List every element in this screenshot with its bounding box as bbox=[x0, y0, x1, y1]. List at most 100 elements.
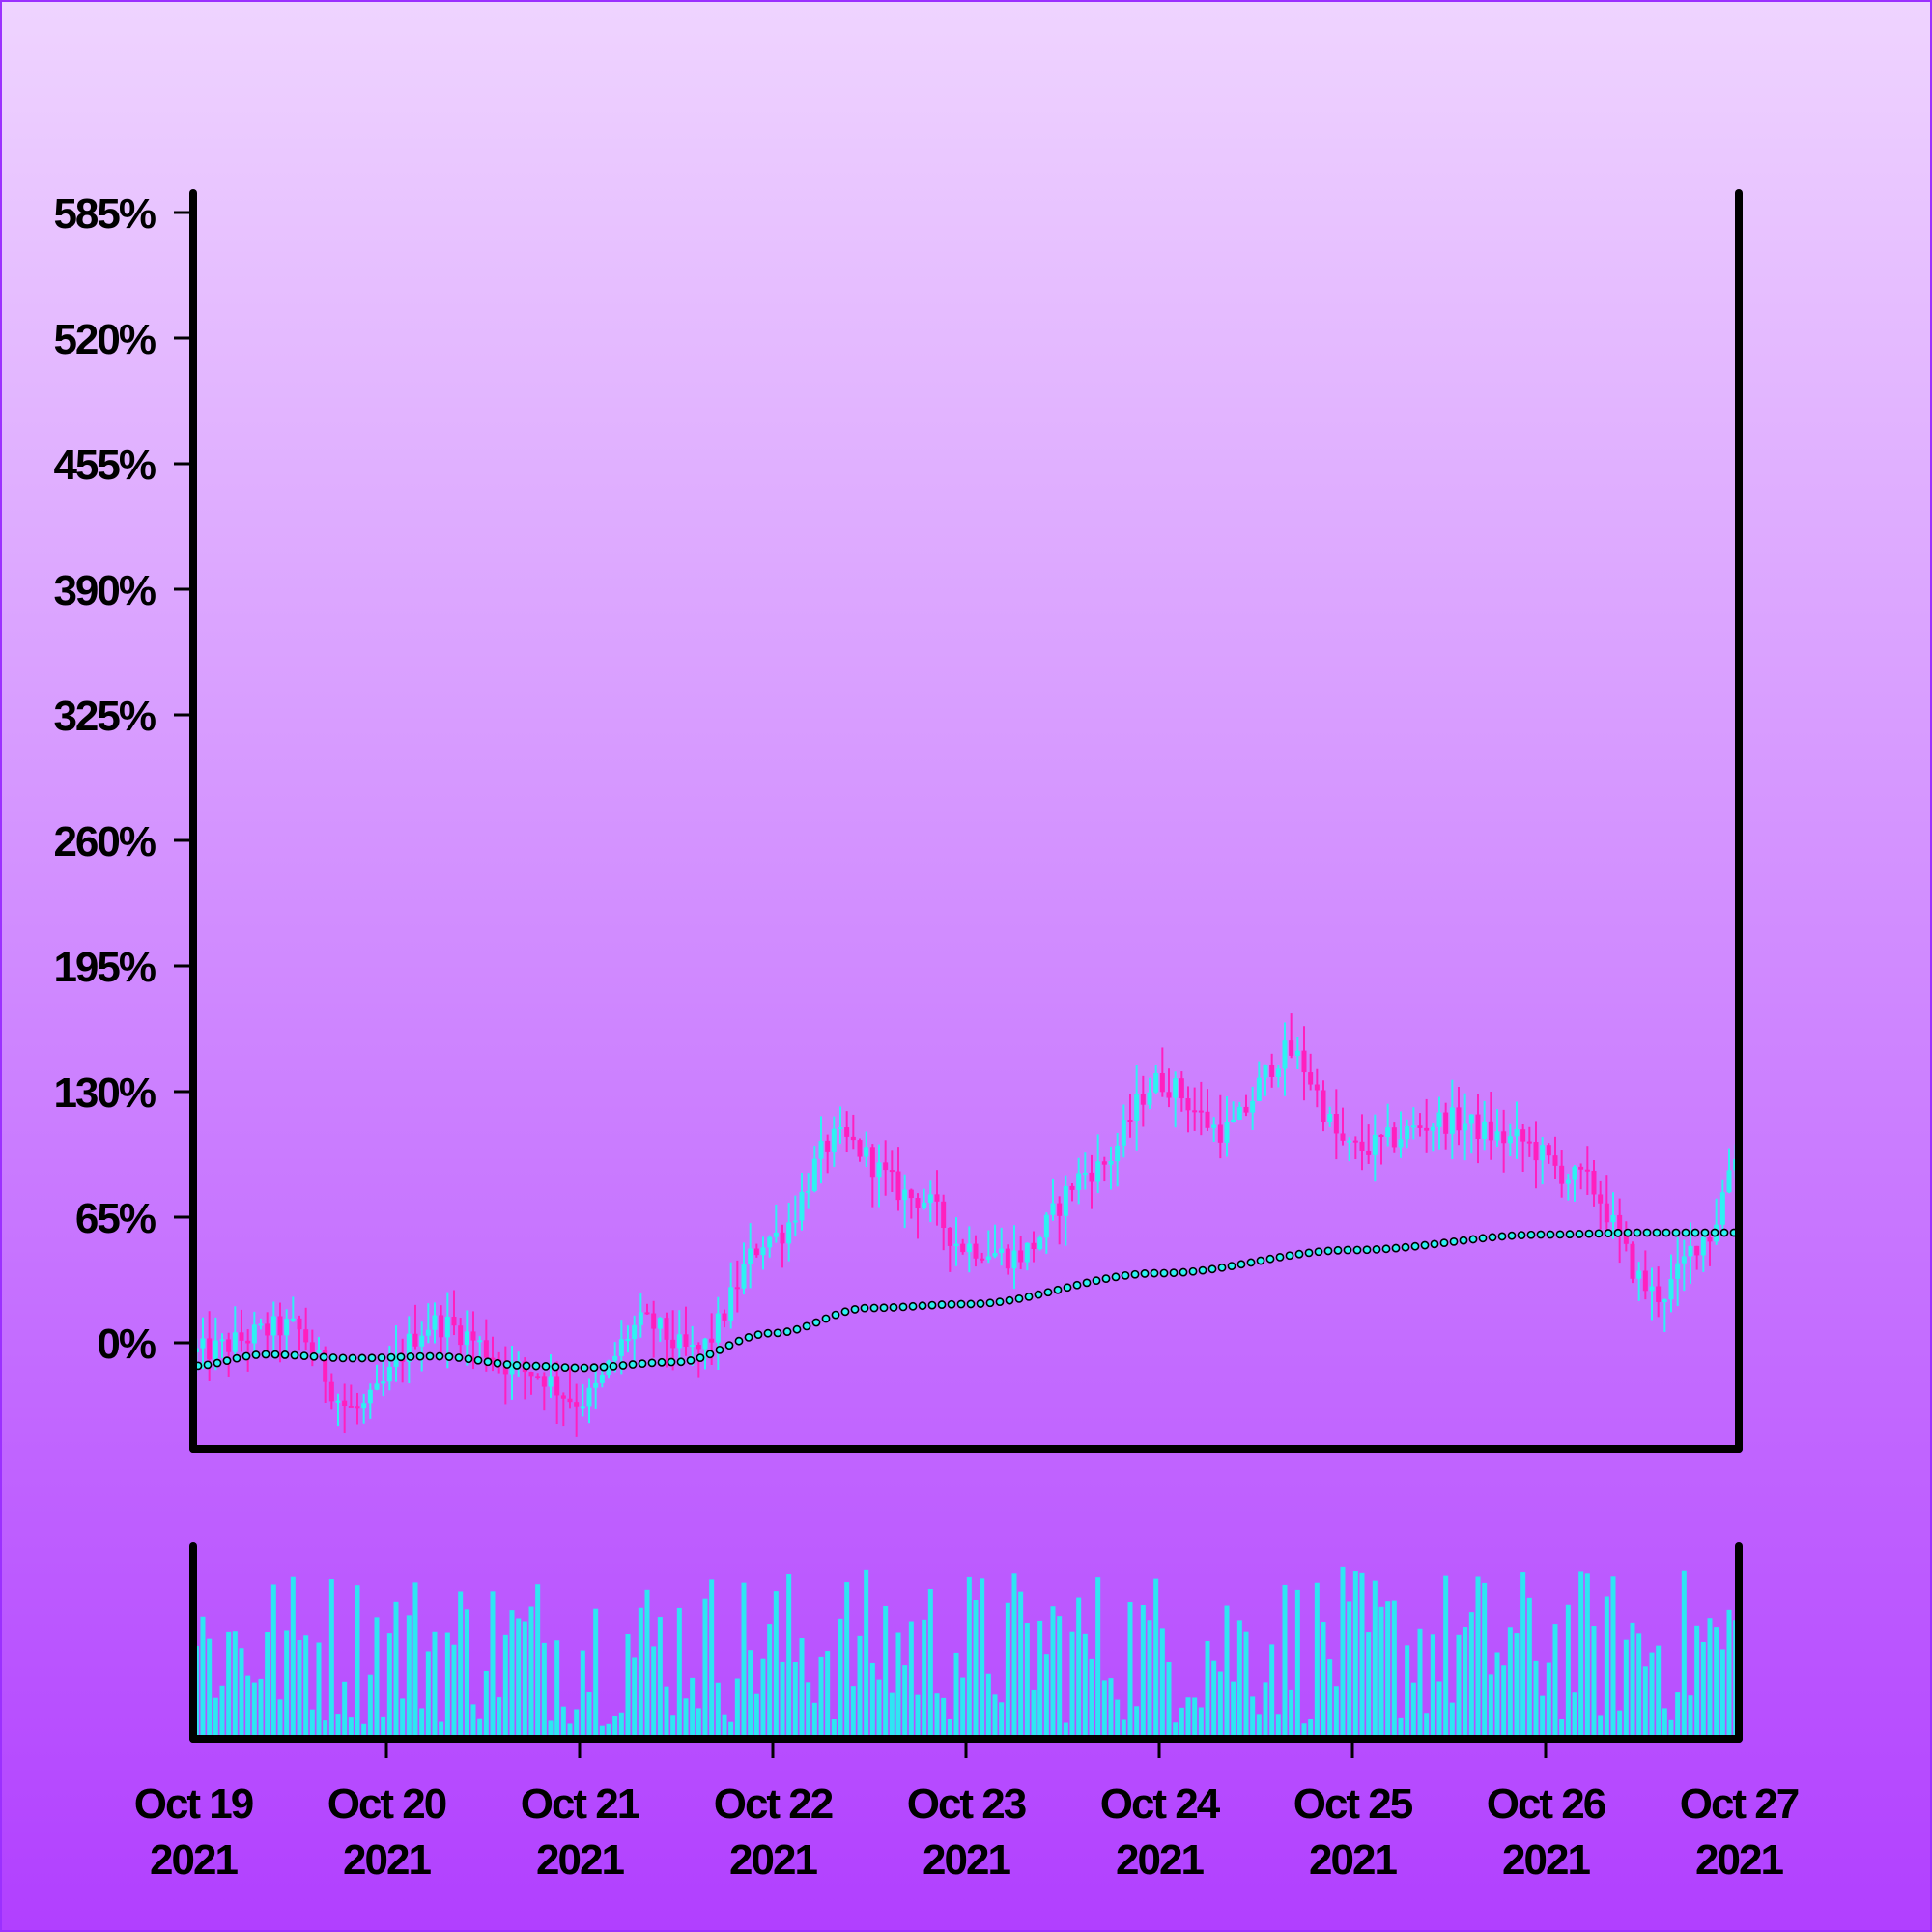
moving-average-marker bbox=[493, 1358, 502, 1368]
volume-bar bbox=[915, 1694, 921, 1735]
candle bbox=[1443, 1102, 1449, 1150]
x-tick-label-date: Oct 25 bbox=[1293, 1780, 1413, 1828]
x-tick-label-year: 2021 bbox=[343, 1836, 431, 1884]
candle-body bbox=[1134, 1094, 1140, 1121]
candle-body bbox=[811, 1158, 817, 1191]
moving-average-marker bbox=[1092, 1276, 1101, 1286]
candle bbox=[541, 1372, 547, 1411]
volume-bar bbox=[947, 1719, 952, 1735]
volume-bar bbox=[497, 1697, 502, 1735]
candle bbox=[1185, 1086, 1191, 1133]
candle-body bbox=[1533, 1142, 1539, 1161]
candle-body bbox=[374, 1383, 380, 1390]
candle-body bbox=[1031, 1242, 1037, 1250]
volume-bar bbox=[1694, 1625, 1700, 1735]
volume-bar bbox=[548, 1720, 554, 1735]
candle-body bbox=[1707, 1236, 1713, 1242]
candle bbox=[1179, 1071, 1184, 1112]
moving-average-marker bbox=[1053, 1285, 1063, 1294]
moving-average-marker bbox=[1121, 1270, 1130, 1280]
moving-average-marker bbox=[618, 1361, 628, 1370]
candle-body bbox=[1604, 1203, 1609, 1223]
candle-body bbox=[213, 1340, 218, 1360]
candle bbox=[265, 1312, 270, 1351]
volume-bar bbox=[876, 1679, 882, 1735]
candle bbox=[297, 1315, 302, 1351]
candle bbox=[1050, 1178, 1056, 1221]
x-tick-label-year: 2021 bbox=[729, 1836, 817, 1884]
candle-body bbox=[432, 1315, 438, 1330]
volume-bar bbox=[799, 1637, 805, 1735]
volume-bar bbox=[1468, 1612, 1474, 1735]
candle-body bbox=[574, 1402, 580, 1407]
price-panel: 0% 65% 130% 195% 260% 325% 390% 455% 520% 585% bbox=[53, 189, 1743, 1453]
candle-body bbox=[618, 1339, 624, 1356]
candle bbox=[1057, 1196, 1063, 1245]
volume-bar bbox=[773, 1591, 779, 1735]
moving-average-marker bbox=[357, 1353, 367, 1363]
candle bbox=[844, 1111, 850, 1153]
candle-body bbox=[335, 1400, 341, 1403]
moving-average-marker bbox=[966, 1299, 976, 1309]
candle bbox=[1417, 1113, 1423, 1137]
candle bbox=[767, 1235, 773, 1258]
candle bbox=[328, 1373, 334, 1410]
moving-average-marker bbox=[531, 1361, 541, 1371]
candle-body bbox=[406, 1333, 412, 1362]
volume-bar bbox=[567, 1723, 573, 1735]
candle bbox=[232, 1306, 238, 1356]
volume-bar bbox=[1617, 1710, 1623, 1735]
moving-average-marker bbox=[734, 1336, 744, 1346]
volume-bar bbox=[922, 1619, 927, 1735]
candle-body bbox=[458, 1325, 464, 1346]
candle bbox=[734, 1260, 740, 1313]
candle-body bbox=[1436, 1112, 1442, 1127]
volume-bar bbox=[277, 1699, 283, 1735]
moving-average-marker bbox=[406, 1352, 415, 1361]
moving-average-marker bbox=[1662, 1228, 1671, 1237]
candle-body bbox=[1063, 1185, 1068, 1216]
volume-bar bbox=[1378, 1606, 1384, 1735]
volume-bar bbox=[786, 1574, 792, 1735]
candle bbox=[1159, 1047, 1165, 1097]
y-tick-label: 455% bbox=[53, 441, 155, 489]
moving-average-marker bbox=[609, 1361, 618, 1371]
candle-body bbox=[1468, 1114, 1474, 1124]
candle bbox=[245, 1329, 251, 1372]
volume-bar bbox=[850, 1686, 856, 1735]
candle-body bbox=[1430, 1126, 1435, 1131]
volume-bar bbox=[258, 1678, 264, 1735]
moving-average-marker bbox=[1198, 1265, 1208, 1275]
candle-body bbox=[722, 1313, 727, 1321]
moving-average-marker bbox=[251, 1350, 261, 1359]
volume-bar bbox=[966, 1576, 972, 1735]
candle-body bbox=[509, 1361, 515, 1375]
candle bbox=[1424, 1098, 1430, 1153]
moving-average-marker bbox=[309, 1351, 319, 1361]
candle bbox=[490, 1336, 496, 1372]
volume-bar bbox=[1301, 1723, 1307, 1735]
volume-bar bbox=[1263, 1682, 1268, 1735]
candle-body bbox=[1069, 1185, 1075, 1190]
volume-bar bbox=[618, 1712, 624, 1735]
volume-bar bbox=[1366, 1632, 1372, 1735]
candle bbox=[1173, 1071, 1179, 1128]
volume-bar bbox=[1352, 1571, 1358, 1735]
candle bbox=[1352, 1136, 1358, 1160]
candle-body bbox=[593, 1382, 599, 1388]
candle bbox=[1340, 1107, 1346, 1146]
candle-body bbox=[767, 1236, 773, 1248]
candle-body bbox=[554, 1376, 560, 1396]
candle bbox=[773, 1204, 779, 1243]
candle-body bbox=[1520, 1129, 1526, 1142]
volume-bar bbox=[386, 1633, 392, 1735]
candle-body bbox=[342, 1400, 348, 1406]
candle-body bbox=[1591, 1170, 1597, 1195]
volume-bar bbox=[1024, 1623, 1030, 1735]
candle-body bbox=[1263, 1065, 1268, 1078]
candle bbox=[632, 1315, 638, 1368]
volume-bar bbox=[864, 1569, 869, 1735]
moving-average-marker bbox=[425, 1351, 435, 1361]
candle-body bbox=[1018, 1250, 1024, 1263]
moving-average-marker bbox=[1179, 1267, 1188, 1277]
